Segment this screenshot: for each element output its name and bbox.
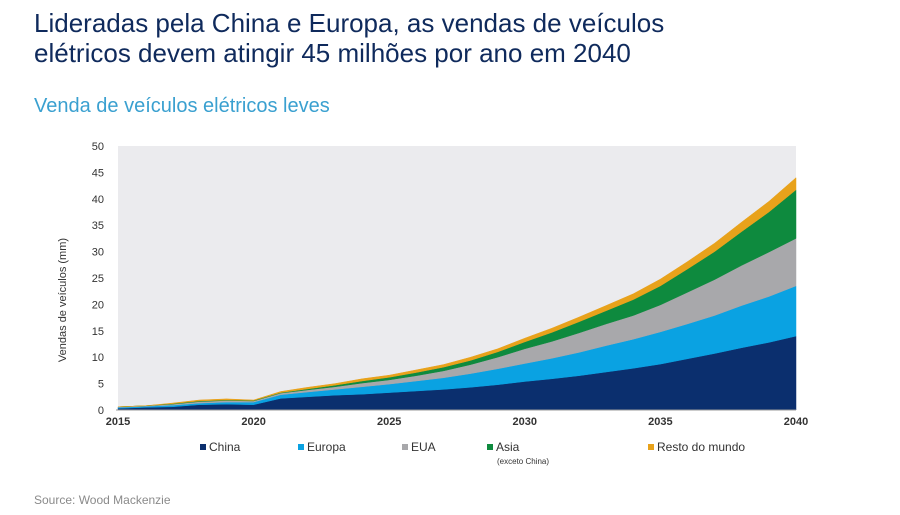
page-title-line-2: elétricos devem atingir 45 milhões por a… bbox=[34, 38, 631, 68]
legend-swatch bbox=[487, 444, 493, 450]
y-tick-label: 30 bbox=[92, 247, 104, 259]
y-tick-label: 5 bbox=[98, 379, 104, 391]
y-tick-label: 35 bbox=[92, 220, 104, 232]
legend-item-china: China bbox=[200, 440, 241, 454]
legend-swatch bbox=[298, 444, 304, 450]
legend: China Europa EUA Asia (exceto China) Resto do… bbox=[200, 440, 745, 466]
page-title: Lideradas pela China e Europa, as vendas… bbox=[34, 8, 874, 68]
chart-title: Venda de veículos elétricos leves bbox=[34, 95, 330, 117]
x-tick-label: 2015 bbox=[106, 416, 130, 428]
legend-item-asia: Asia (exceto China) bbox=[487, 440, 549, 466]
legend-item-resto-do-mundo: Resto do mundo bbox=[648, 440, 745, 454]
x-axis: 2015 2020 2025 2030 2035 2040 bbox=[106, 409, 808, 428]
y-tick-label: 20 bbox=[92, 299, 104, 311]
y-tick-label: 40 bbox=[92, 194, 104, 206]
legend-label: Europa bbox=[307, 440, 346, 454]
y-tick-label: 45 bbox=[92, 167, 104, 179]
y-tick-label: 0 bbox=[98, 405, 104, 417]
y-tick-label: 25 bbox=[92, 273, 104, 285]
y-axis-label: Vendas de veículos (mm) bbox=[57, 238, 69, 362]
x-tick-label: 2035 bbox=[648, 416, 672, 428]
y-tick-label: 50 bbox=[92, 141, 104, 153]
x-tick-label: 2040 bbox=[784, 416, 808, 428]
y-axis: 0 5 10 15 20 25 30 35 40 45 50 bbox=[92, 141, 104, 417]
legend-swatch bbox=[402, 444, 408, 450]
legend-label: Resto do mundo bbox=[657, 440, 745, 454]
legend-item-europa: Europa bbox=[298, 440, 346, 454]
stacked-areas bbox=[117, 177, 797, 411]
legend-swatch bbox=[648, 444, 654, 450]
area-resto-do-mundo bbox=[117, 177, 797, 408]
legend-label: Asia bbox=[496, 440, 520, 454]
legend-label: China bbox=[209, 440, 241, 454]
legend-item-eua: EUA bbox=[402, 440, 436, 454]
legend-note: (exceto China) bbox=[497, 457, 549, 466]
y-tick-label: 15 bbox=[92, 326, 104, 338]
x-tick-label: 2030 bbox=[513, 416, 537, 428]
source-note: Source: Wood Mackenzie bbox=[34, 493, 171, 507]
x-tick-label: 2025 bbox=[377, 416, 401, 428]
x-tick-label: 2020 bbox=[241, 416, 265, 428]
legend-label: EUA bbox=[411, 440, 436, 454]
page-title-line-1: Lideradas pela China e Europa, as vendas… bbox=[34, 8, 665, 38]
legend-swatch bbox=[200, 444, 206, 450]
y-tick-label: 10 bbox=[92, 352, 104, 364]
